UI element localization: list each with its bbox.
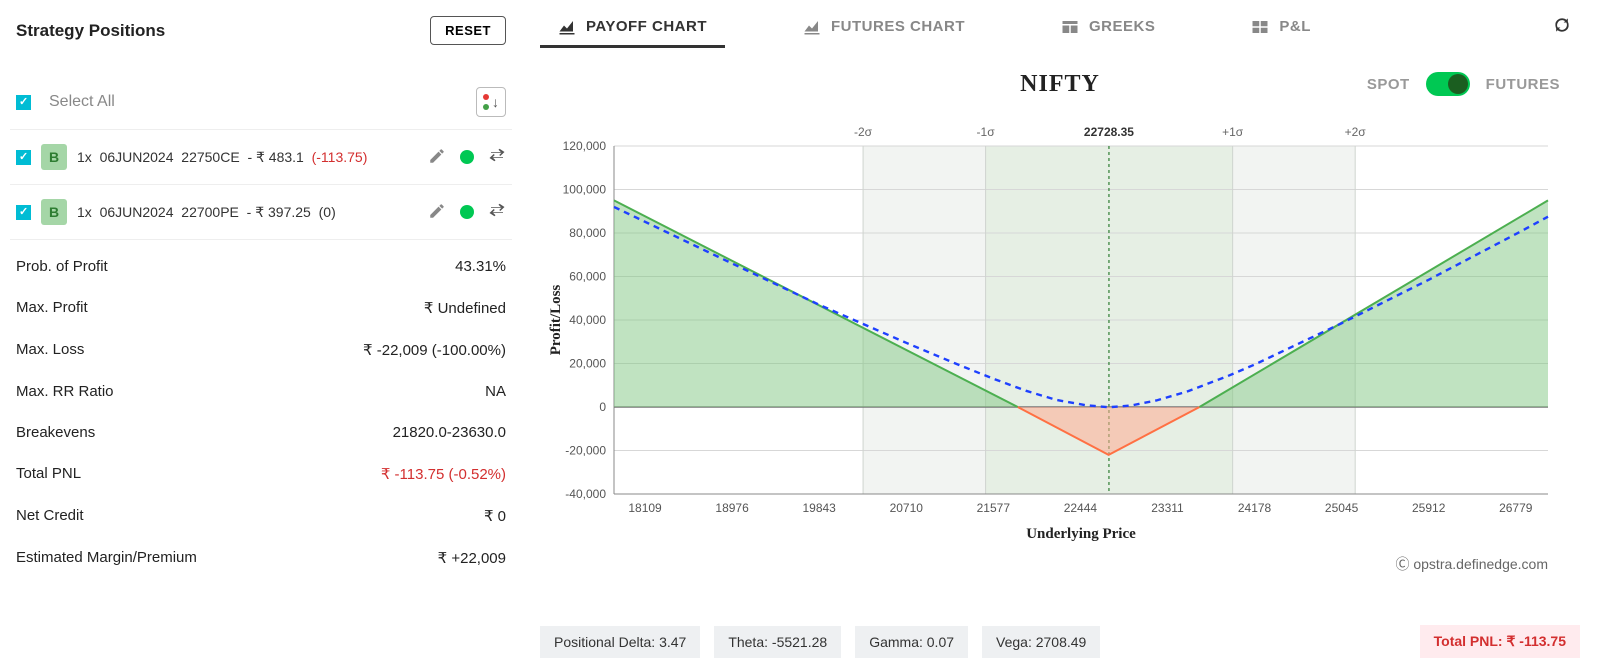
- svg-text:80,000: 80,000: [569, 226, 606, 240]
- svg-text:24178: 24178: [1238, 501, 1272, 515]
- chart-header: NIFTY SPOT FUTURES: [540, 66, 1580, 102]
- stat-label: Max. RR Ratio: [16, 383, 114, 400]
- strategy-positions-panel: Strategy Positions RESET Select All ↓ B …: [0, 0, 520, 662]
- svg-text:-40,000: -40,000: [565, 487, 606, 501]
- svg-text:22728.35: 22728.35: [1084, 125, 1134, 139]
- stat-value: 43.31%: [455, 258, 506, 275]
- status-dot-icon: [460, 205, 474, 219]
- greeks-bar: Positional Delta: 3.47 Theta: -5521.28 G…: [520, 625, 1600, 658]
- vega-chip: Vega: 2708.49: [982, 626, 1100, 658]
- svg-text:21577: 21577: [977, 501, 1011, 515]
- sort-button[interactable]: ↓: [476, 87, 506, 117]
- svg-text:19843: 19843: [802, 501, 836, 515]
- svg-text:22444: 22444: [1064, 501, 1098, 515]
- position-row: B 1x 06JUN2024 22700PE - ₹ 397.25 (0): [10, 185, 512, 240]
- stat-label: Max. Profit: [16, 299, 88, 317]
- watermark: opstra.definedge.com: [1395, 554, 1548, 574]
- stat-value: ₹ +22,009: [438, 549, 506, 567]
- edit-icon[interactable]: [428, 202, 446, 223]
- payoff-chart: -40,000 -20,000 0 20,000 40,000 60,000 80,000 1…: [540, 116, 1580, 546]
- stat-value: ₹ -22,009 (-100.00%): [363, 341, 506, 359]
- tab-pnl[interactable]: P&L: [1233, 8, 1329, 48]
- tab-futures[interactable]: FUTURES CHART: [785, 8, 983, 48]
- refresh-button[interactable]: [1552, 15, 1580, 41]
- position-row: B 1x 06JUN2024 22750CE - ₹ 483.1 (-113.7…: [10, 130, 512, 185]
- svg-text:Underlying Price: Underlying Price: [1026, 526, 1136, 542]
- edit-icon[interactable]: [428, 147, 446, 168]
- svg-text:18109: 18109: [628, 501, 662, 515]
- svg-text:Profit/Loss: Profit/Loss: [548, 285, 564, 356]
- svg-text:40,000: 40,000: [569, 313, 606, 327]
- stat-value: 21820.0-23630.0: [393, 424, 506, 441]
- grid-icon: [1251, 19, 1269, 35]
- reset-button[interactable]: RESET: [430, 16, 506, 45]
- stat-label: Breakevens: [16, 424, 95, 441]
- area-chart-icon: [803, 19, 821, 35]
- stat-value: ₹ 0: [484, 507, 506, 525]
- position-text: 1x 06JUN2024 22750CE - ₹ 483.1 (-113.75): [77, 149, 367, 166]
- tab-label: GREEKS: [1089, 18, 1155, 35]
- stat-label: Total PNL: [16, 465, 81, 483]
- stat-value: ₹ -113.75 (-0.52%): [381, 465, 506, 483]
- svg-text:18976: 18976: [715, 501, 749, 515]
- panel-title: Strategy Positions: [16, 21, 165, 41]
- table-icon: [1061, 19, 1079, 35]
- svg-text:120,000: 120,000: [563, 139, 607, 153]
- svg-text:-1σ: -1σ: [977, 125, 996, 139]
- stat-value: ₹ Undefined: [424, 299, 506, 317]
- svg-text:20710: 20710: [890, 501, 924, 515]
- svg-text:100,000: 100,000: [563, 183, 607, 197]
- svg-text:+2σ: +2σ: [1345, 125, 1367, 139]
- tab-label: FUTURES CHART: [831, 18, 965, 35]
- total-pnl-chip: Total PNL: ₹ -113.75: [1420, 625, 1580, 658]
- svg-text:0: 0: [599, 400, 606, 414]
- svg-text:25912: 25912: [1412, 501, 1446, 515]
- stat-value: NA: [485, 383, 506, 400]
- svg-text:60,000: 60,000: [569, 270, 606, 284]
- delta-chip: Positional Delta: 3.47: [540, 626, 700, 658]
- theta-chip: Theta: -5521.28: [714, 626, 841, 658]
- svg-text:20,000: 20,000: [569, 357, 606, 371]
- refresh-icon: [1552, 15, 1572, 35]
- svg-text:+1σ: +1σ: [1222, 125, 1244, 139]
- status-dot-icon: [460, 150, 474, 164]
- tab-bar: PAYOFF CHART FUTURES CHART GREEKS P&L: [540, 6, 1580, 50]
- chart-panel: PAYOFF CHART FUTURES CHART GREEKS P&L N: [520, 0, 1600, 662]
- tab-greeks[interactable]: GREEKS: [1043, 8, 1173, 48]
- side-badge: B: [41, 144, 67, 170]
- side-badge: B: [41, 199, 67, 225]
- stats-block: Prob. of Profit 43.31% Max. Profit ₹ Undef…: [10, 246, 512, 579]
- position-text: 1x 06JUN2024 22700PE - ₹ 397.25 (0): [77, 204, 336, 221]
- svg-text:23311: 23311: [1151, 501, 1184, 515]
- stat-label: Net Credit: [16, 507, 84, 525]
- svg-text:25045: 25045: [1325, 501, 1359, 515]
- symbol-title: NIFTY: [1020, 71, 1100, 98]
- position-checkbox[interactable]: [16, 205, 31, 220]
- stat-label: Estimated Margin/Premium: [16, 549, 197, 567]
- tab-label: PAYOFF CHART: [586, 18, 707, 35]
- stat-label: Prob. of Profit: [16, 258, 108, 275]
- select-all-row: Select All ↓: [10, 77, 512, 130]
- spot-label: SPOT: [1367, 76, 1410, 93]
- futures-label: FUTURES: [1486, 76, 1560, 93]
- svg-text:-20,000: -20,000: [565, 444, 606, 458]
- select-all-label: Select All: [49, 93, 115, 111]
- svg-text:26779: 26779: [1499, 501, 1533, 515]
- tab-label: P&L: [1279, 18, 1311, 35]
- select-all-checkbox[interactable]: [16, 95, 31, 110]
- svg-text:-2σ: -2σ: [854, 125, 873, 139]
- payoff-chart-svg: -40,000 -20,000 0 20,000 40,000 60,000 80,000 1…: [540, 116, 1560, 546]
- tab-payoff[interactable]: PAYOFF CHART: [540, 8, 725, 48]
- gamma-chip: Gamma: 0.07: [855, 626, 968, 658]
- positions-list: B 1x 06JUN2024 22750CE - ₹ 483.1 (-113.7…: [10, 130, 512, 240]
- stat-label: Max. Loss: [16, 341, 84, 359]
- swap-icon[interactable]: [488, 147, 506, 168]
- swap-icon[interactable]: [488, 202, 506, 223]
- spot-futures-toggle[interactable]: [1426, 72, 1470, 96]
- area-chart-icon: [558, 19, 576, 35]
- position-checkbox[interactable]: [16, 150, 31, 165]
